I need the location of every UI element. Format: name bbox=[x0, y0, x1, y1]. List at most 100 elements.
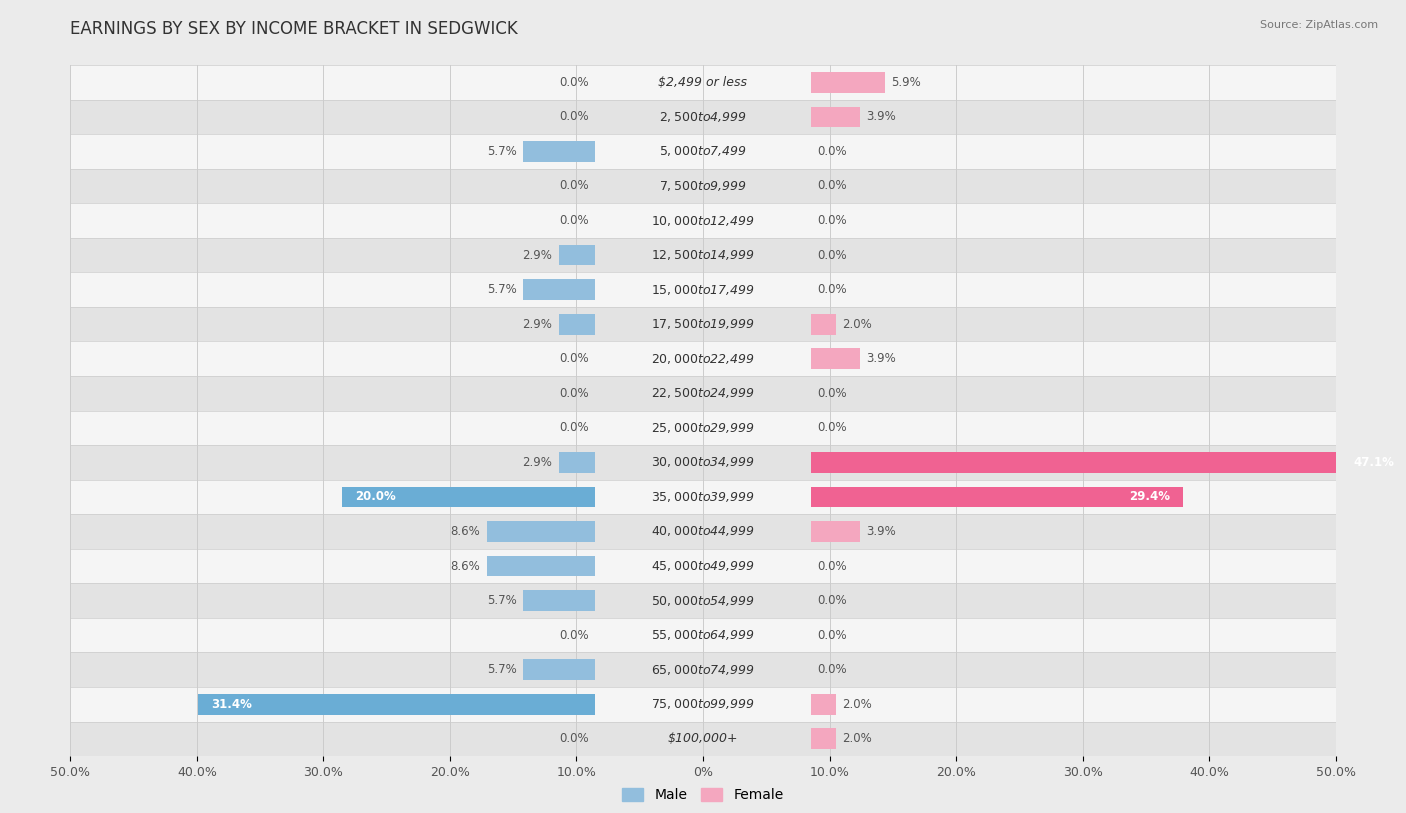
Text: 47.1%: 47.1% bbox=[1353, 456, 1393, 469]
Bar bbox=[810, 107, 860, 128]
Bar bbox=[523, 141, 596, 162]
Text: $30,000 to $34,999: $30,000 to $34,999 bbox=[651, 455, 755, 469]
Text: $12,500 to $14,999: $12,500 to $14,999 bbox=[651, 248, 755, 262]
Bar bbox=[70, 480, 1336, 515]
Text: 29.4%: 29.4% bbox=[1129, 490, 1170, 503]
Text: Source: ZipAtlas.com: Source: ZipAtlas.com bbox=[1260, 20, 1378, 30]
Bar bbox=[70, 307, 1336, 341]
Text: 5.7%: 5.7% bbox=[488, 663, 517, 676]
Text: 0.0%: 0.0% bbox=[817, 421, 846, 434]
Bar bbox=[70, 203, 1336, 238]
Bar bbox=[70, 272, 1336, 307]
Text: $7,500 to $9,999: $7,500 to $9,999 bbox=[659, 179, 747, 193]
Bar bbox=[810, 728, 835, 750]
Text: $100,000+: $100,000+ bbox=[668, 733, 738, 746]
Bar bbox=[70, 100, 1336, 134]
Text: 2.0%: 2.0% bbox=[842, 733, 872, 746]
Text: 5.9%: 5.9% bbox=[891, 76, 921, 89]
Text: 3.9%: 3.9% bbox=[866, 352, 896, 365]
Text: 0.0%: 0.0% bbox=[560, 628, 589, 641]
Text: 0.0%: 0.0% bbox=[817, 663, 846, 676]
Text: 20.0%: 20.0% bbox=[354, 490, 395, 503]
Text: 0.0%: 0.0% bbox=[560, 421, 589, 434]
Bar bbox=[523, 590, 596, 611]
Text: 8.6%: 8.6% bbox=[450, 525, 481, 538]
Text: 2.9%: 2.9% bbox=[523, 456, 553, 469]
Text: 0.0%: 0.0% bbox=[817, 180, 846, 193]
Text: $2,500 to $4,999: $2,500 to $4,999 bbox=[659, 110, 747, 124]
Bar bbox=[810, 521, 860, 541]
Bar bbox=[342, 486, 596, 507]
Text: 8.6%: 8.6% bbox=[450, 559, 481, 572]
Text: 0.0%: 0.0% bbox=[560, 733, 589, 746]
Bar bbox=[70, 584, 1336, 618]
Text: 31.4%: 31.4% bbox=[211, 698, 252, 711]
Text: 0.0%: 0.0% bbox=[560, 387, 589, 400]
Text: $15,000 to $17,499: $15,000 to $17,499 bbox=[651, 283, 755, 297]
Text: $17,500 to $19,999: $17,500 to $19,999 bbox=[651, 317, 755, 331]
Text: 0.0%: 0.0% bbox=[817, 387, 846, 400]
Text: $35,000 to $39,999: $35,000 to $39,999 bbox=[651, 490, 755, 504]
Text: EARNINGS BY SEX BY INCOME BRACKET IN SEDGWICK: EARNINGS BY SEX BY INCOME BRACKET IN SED… bbox=[70, 20, 517, 38]
Text: $75,000 to $99,999: $75,000 to $99,999 bbox=[651, 698, 755, 711]
Bar bbox=[70, 411, 1336, 446]
Bar bbox=[810, 486, 1182, 507]
Text: $65,000 to $74,999: $65,000 to $74,999 bbox=[651, 663, 755, 676]
Text: 0.0%: 0.0% bbox=[560, 352, 589, 365]
Text: $20,000 to $22,499: $20,000 to $22,499 bbox=[651, 352, 755, 366]
Bar bbox=[70, 687, 1336, 722]
Text: 0.0%: 0.0% bbox=[560, 111, 589, 124]
Bar bbox=[810, 693, 835, 715]
Text: 0.0%: 0.0% bbox=[817, 283, 846, 296]
Bar bbox=[558, 452, 596, 473]
Bar bbox=[198, 693, 596, 715]
Text: 5.7%: 5.7% bbox=[488, 283, 517, 296]
Text: 0.0%: 0.0% bbox=[817, 145, 846, 158]
Text: 0.0%: 0.0% bbox=[817, 594, 846, 607]
Text: 3.9%: 3.9% bbox=[866, 525, 896, 538]
Text: 0.0%: 0.0% bbox=[817, 559, 846, 572]
Bar bbox=[70, 515, 1336, 549]
Bar bbox=[70, 376, 1336, 411]
Text: $50,000 to $54,999: $50,000 to $54,999 bbox=[651, 593, 755, 607]
Legend: Male, Female: Male, Female bbox=[617, 783, 789, 808]
Bar bbox=[70, 722, 1336, 756]
Bar bbox=[523, 659, 596, 680]
Bar bbox=[558, 314, 596, 335]
Bar bbox=[486, 521, 596, 541]
Bar bbox=[810, 314, 835, 335]
Text: 5.7%: 5.7% bbox=[488, 145, 517, 158]
Text: $10,000 to $12,499: $10,000 to $12,499 bbox=[651, 214, 755, 228]
Text: 3.9%: 3.9% bbox=[866, 111, 896, 124]
Text: 2.9%: 2.9% bbox=[523, 318, 553, 331]
Text: $40,000 to $44,999: $40,000 to $44,999 bbox=[651, 524, 755, 538]
Bar bbox=[70, 549, 1336, 584]
Text: 0.0%: 0.0% bbox=[817, 628, 846, 641]
Bar bbox=[70, 134, 1336, 169]
Text: 0.0%: 0.0% bbox=[560, 180, 589, 193]
Text: 2.9%: 2.9% bbox=[523, 249, 553, 262]
Text: 0.0%: 0.0% bbox=[817, 249, 846, 262]
Text: $2,499 or less: $2,499 or less bbox=[658, 76, 748, 89]
Text: 0.0%: 0.0% bbox=[817, 214, 846, 227]
Text: $55,000 to $64,999: $55,000 to $64,999 bbox=[651, 628, 755, 642]
Bar bbox=[70, 238, 1336, 272]
Text: 5.7%: 5.7% bbox=[488, 594, 517, 607]
Bar bbox=[70, 618, 1336, 652]
Text: $5,000 to $7,499: $5,000 to $7,499 bbox=[659, 145, 747, 159]
Bar bbox=[70, 169, 1336, 203]
Text: 0.0%: 0.0% bbox=[560, 76, 589, 89]
Text: $45,000 to $49,999: $45,000 to $49,999 bbox=[651, 559, 755, 573]
Bar bbox=[810, 452, 1406, 473]
Text: $22,500 to $24,999: $22,500 to $24,999 bbox=[651, 386, 755, 400]
Text: 0.0%: 0.0% bbox=[560, 214, 589, 227]
Bar bbox=[486, 556, 596, 576]
Text: $25,000 to $29,999: $25,000 to $29,999 bbox=[651, 421, 755, 435]
Bar bbox=[523, 280, 596, 300]
Bar bbox=[70, 652, 1336, 687]
Bar bbox=[70, 341, 1336, 376]
Text: 2.0%: 2.0% bbox=[842, 698, 872, 711]
Bar bbox=[810, 72, 886, 93]
Text: 2.0%: 2.0% bbox=[842, 318, 872, 331]
Bar bbox=[558, 245, 596, 265]
